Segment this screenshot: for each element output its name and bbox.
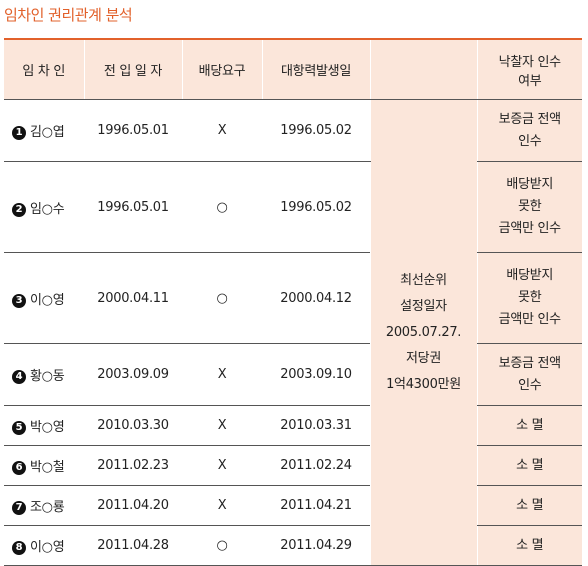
assumption-line: 보증금 전액: [498, 111, 561, 127]
move-in-date-cell: 2011.02.23: [83, 445, 182, 486]
assumption-line: 배당받지: [506, 177, 554, 192]
effective-date-cell: 2010.03.31: [261, 405, 370, 446]
assumption-line: 소 멸: [516, 457, 544, 473]
move-in-date-cell: 2010.03.30: [83, 405, 182, 446]
assumption-line: 못한: [518, 290, 542, 305]
dividend-claim-cell: ○: [181, 161, 262, 253]
table-row: 7 조○룡 2011.04.20 X 2011.04.21 소 멸: [4, 485, 582, 526]
senior-mortgage-line: 설정일자: [400, 298, 447, 314]
table-row: 6 박○철 2011.02.23 X 2011.02.24 소 멸: [4, 445, 582, 486]
effective-date-cell: 1996.05.02: [261, 99, 370, 162]
number-badge-icon: 5: [12, 421, 26, 435]
number-badge-icon: 1: [12, 126, 26, 140]
header-dividend-claim: 배당요구: [181, 39, 262, 100]
assumption-line: 소 멸: [516, 417, 544, 433]
number-badge-icon: 8: [12, 541, 26, 555]
dividend-claim-cell: X: [181, 343, 262, 406]
table-header-row: 임 차 인 전 입 일 자 배당요구 대항력발생일 낙찰자 인수 여부: [4, 39, 582, 100]
assumption-line: 배당받지: [506, 268, 554, 283]
header-assumption-line2: 여부: [518, 73, 542, 89]
tenant-name-cell: 7 조○룡: [4, 485, 84, 526]
assumption-line: 못한: [518, 199, 542, 214]
tenant-name: 이○영: [30, 292, 65, 308]
assumption-line: 보증금 전액: [498, 355, 561, 371]
effective-date-cell: 2003.09.10: [261, 343, 370, 406]
move-in-date-cell: 2000.04.11: [83, 252, 182, 344]
tenant-name: 박○영: [30, 420, 65, 435]
move-in-date-cell: 1996.05.01: [83, 99, 182, 162]
header-move-in-date: 전 입 일 자: [83, 39, 182, 100]
dividend-claim-cell: X: [181, 485, 262, 526]
effective-date-cell: 2011.02.24: [261, 445, 370, 486]
assumption-cell: 소 멸: [476, 485, 582, 526]
tenant-name-cell: 5 박○영: [4, 405, 84, 446]
tenant-name: 김○엽: [30, 125, 65, 140]
tenant-name-cell: 2 임○수: [4, 161, 84, 253]
move-in-date-cell: 1996.05.01: [83, 161, 182, 253]
senior-mortgage-line: 1억4300만원: [386, 376, 461, 392]
assumption-cell: 소 멸: [476, 525, 582, 566]
tenant-name: 이○영: [30, 540, 65, 555]
effective-date-cell: 2011.04.29: [261, 525, 370, 566]
tenant-name-cell: 8 이○영: [4, 525, 84, 566]
move-in-date-cell: 2011.04.20: [83, 485, 182, 526]
tenant-name: 조○룡: [30, 500, 65, 515]
header-assumption: 낙찰자 인수 여부: [476, 39, 582, 100]
effective-date-cell: 2000.04.12: [261, 252, 370, 344]
header-tenant: 임 차 인: [4, 39, 84, 100]
dividend-claim-cell: X: [181, 99, 262, 162]
assumption-line: 금액만 인수: [498, 221, 561, 236]
assumption-line: 인수: [518, 133, 542, 149]
senior-mortgage-line: 최선순위: [400, 272, 447, 288]
tenant-name-cell: 6 박○철: [4, 445, 84, 486]
number-badge-icon: 6: [12, 461, 26, 475]
effective-date-cell: 2011.04.21: [261, 485, 370, 526]
move-in-date-cell: 2011.04.28: [83, 525, 182, 566]
number-badge-icon: 4: [12, 370, 26, 384]
table-row: 1 김○엽 1996.05.01 X 1996.05.02 최선순위 설정일자 2005.07…: [4, 99, 582, 566]
header-assumption-line1: 낙찰자 인수: [498, 54, 561, 70]
senior-mortgage-line: 2005.07.27.: [385, 324, 462, 340]
tenant-name-cell: 1 김○엽: [4, 99, 84, 162]
dividend-claim-cell: X: [181, 405, 262, 446]
senior-mortgage-line: 저당권: [406, 350, 441, 366]
header-effective-date: 대항력발생일: [261, 39, 370, 100]
table-row: 5 박○영 2010.03.30 X 2010.03.31 소 멸: [4, 405, 582, 446]
tenant-name: 박○철: [30, 460, 65, 475]
header-senior-mortgage: [369, 39, 477, 100]
assumption-line: 인수: [518, 377, 542, 393]
tenant-rights-table: 임 차 인 전 입 일 자 배당요구 대항력발생일 낙찰자 인수 여부 1 김○엽…: [4, 38, 582, 566]
tenant-name-cell: 3 이○영: [4, 252, 84, 344]
dividend-claim-cell: X: [181, 445, 262, 486]
table-row: 8 이○영 2011.04.28 ○ 2011.04.29 소 멸: [4, 525, 582, 566]
assumption-line: 소 멸: [516, 497, 544, 513]
tenant-name: 임○수: [30, 201, 65, 217]
assumption-line: 소 멸: [516, 537, 544, 553]
tenant-name: 황○동: [30, 369, 65, 384]
dividend-claim-cell: ○: [181, 525, 262, 566]
assumption-cell: 소 멸: [476, 445, 582, 486]
number-badge-icon: 2: [12, 202, 26, 217]
move-in-date-cell: 2003.09.09: [83, 343, 182, 406]
number-badge-icon: 3: [12, 293, 26, 308]
page-title: 임차인 권리관계 분석: [4, 6, 133, 24]
tenant-name-cell: 4 황○동: [4, 343, 84, 406]
effective-date-cell: 1996.05.02: [261, 161, 370, 253]
assumption-line: 금액만 인수: [498, 312, 561, 327]
assumption-cell: 소 멸: [476, 405, 582, 446]
dividend-claim-cell: ○: [181, 252, 262, 344]
number-badge-icon: 7: [12, 501, 26, 515]
